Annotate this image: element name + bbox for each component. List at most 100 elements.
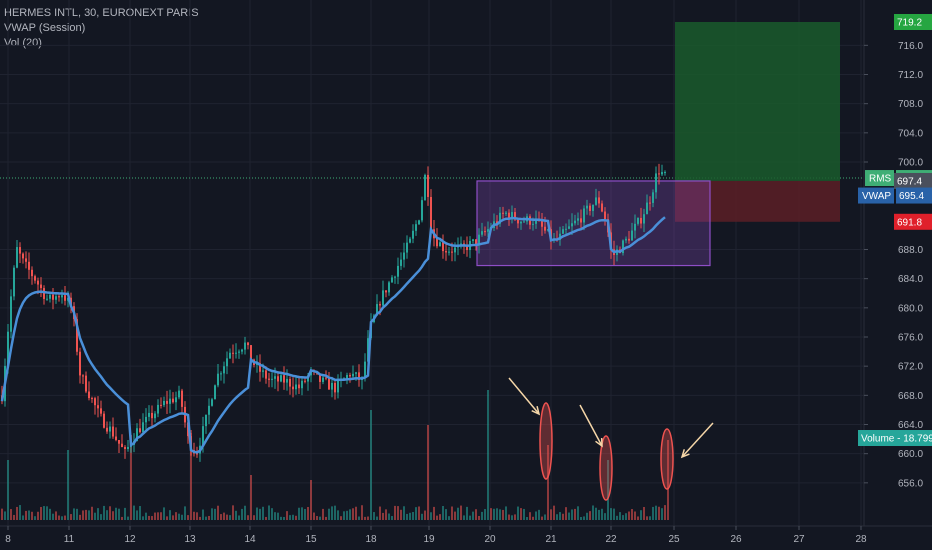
volume-bar [487, 390, 489, 520]
candle [418, 219, 420, 225]
candle [412, 224, 414, 244]
candle [664, 170, 666, 176]
candle-body [154, 413, 156, 419]
candle-body [592, 204, 594, 211]
candle-body [277, 376, 279, 382]
price-axis[interactable]: 716.0 712.0 708.0 704.0 700.0 688.0 684.0 680.0… [858, 0, 932, 526]
candle-body [46, 298, 48, 300]
candle-body [25, 258, 27, 262]
price-tick-label: 716.0 [898, 41, 923, 52]
candle-body [439, 242, 441, 247]
legend-symbol[interactable]: HERMES INTL, 30, EURONEXT PARIS [4, 7, 199, 19]
candle-body [574, 220, 576, 224]
candle [82, 374, 84, 384]
candle-body [514, 212, 516, 220]
volume-bar [49, 508, 51, 520]
candle [595, 188, 597, 206]
candle-body [352, 373, 354, 377]
volume-bar [301, 507, 303, 520]
volume-bar [613, 508, 615, 520]
volume-bar [610, 508, 612, 520]
arrow-head [595, 437, 603, 448]
annotation-arrow [579, 404, 603, 448]
candle-body [499, 212, 501, 224]
candle-body [580, 218, 582, 223]
candle [580, 209, 582, 230]
candle [214, 384, 216, 400]
time-axis[interactable]: 8 11 12 13 14 15 18 19 20 21 22 25 26 27 28 [0, 525, 932, 550]
volume-bar [193, 511, 195, 520]
candle-body [292, 386, 294, 390]
volume-bar [184, 506, 186, 520]
volume-bar [7, 460, 9, 520]
price-tick-label: 700.0 [898, 158, 923, 169]
volume-bar [640, 510, 642, 520]
candle [592, 204, 594, 217]
volume-bar [565, 507, 567, 520]
candle [622, 239, 624, 256]
volume-bar [442, 505, 444, 520]
candle-body [577, 218, 579, 221]
long-position-tool[interactable] [675, 22, 840, 222]
price-tick-label: 668.0 [898, 391, 923, 402]
candle [112, 417, 114, 439]
candle-body [205, 414, 207, 427]
volume-bar [109, 506, 111, 520]
candle-body [208, 405, 210, 415]
legend-vwap[interactable]: VWAP (Session) [4, 22, 86, 34]
volume-bar [529, 512, 531, 520]
volume-bar [520, 508, 522, 520]
volume-bar [361, 505, 363, 520]
time-tick-label: 19 [423, 534, 435, 545]
candle-body [415, 224, 417, 231]
candle [601, 200, 603, 213]
volume-bar [130, 435, 132, 520]
candle [358, 364, 360, 387]
candle-body [391, 277, 393, 283]
candle-body [286, 378, 288, 383]
volume-bar [409, 512, 411, 520]
candle-body [571, 223, 573, 227]
candle-body [64, 295, 66, 301]
volume-bar [46, 506, 48, 520]
volume-bar [634, 511, 636, 520]
volume-bar [376, 516, 378, 520]
volume-bar [658, 506, 660, 520]
volume-bar [316, 516, 318, 520]
candle [460, 236, 462, 249]
volume-bar [106, 510, 108, 520]
volume-bar [631, 509, 633, 520]
candle-body [34, 276, 36, 281]
candle-body [448, 251, 450, 253]
volume-bar [277, 512, 279, 520]
candle [148, 405, 150, 422]
volume-bar [262, 506, 264, 520]
candle [220, 371, 222, 381]
volume-bar [637, 516, 639, 520]
candle-body [649, 202, 651, 204]
time-tick-label: 8 [5, 534, 11, 545]
volume-annotations[interactable] [508, 377, 714, 501]
candle-body [604, 211, 606, 220]
arrow-shaft [681, 422, 714, 458]
volume-bar [127, 516, 129, 520]
candle [139, 418, 141, 434]
volume-bar [322, 508, 324, 520]
candle-body [19, 247, 21, 254]
candle [643, 208, 645, 233]
legend-volume[interactable]: Vol (20) [4, 37, 42, 49]
price-tag: 691.8 [894, 213, 932, 230]
volume-bar [466, 506, 468, 520]
candle-body [421, 200, 423, 221]
candle [427, 166, 429, 206]
candle [19, 242, 21, 264]
candle-body [424, 174, 426, 201]
annotation-arrow [680, 422, 714, 459]
candle-body [220, 373, 222, 375]
volume-bar [1, 508, 3, 520]
volume-bar [655, 505, 657, 520]
volume-bar [580, 516, 582, 520]
candle-body [625, 238, 627, 241]
candle [178, 385, 180, 400]
